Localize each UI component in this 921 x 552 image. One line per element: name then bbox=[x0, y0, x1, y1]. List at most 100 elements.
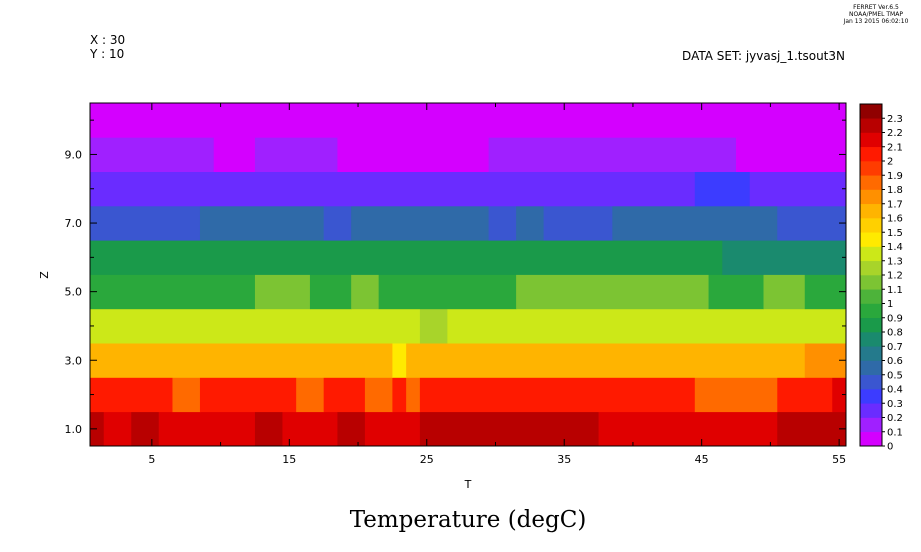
colorbar-label: 0.6 bbox=[887, 356, 903, 367]
y-tick-label: 5.0 bbox=[65, 286, 83, 299]
heatmap-cell bbox=[516, 274, 709, 310]
dataset-text: DATA SET: jyvasj_1.tsout3N bbox=[682, 49, 845, 63]
colorbar-band bbox=[860, 246, 882, 262]
heatmap-cell bbox=[90, 240, 723, 275]
heatmap-cell bbox=[419, 411, 599, 447]
y-tick-label: 3.0 bbox=[65, 354, 83, 367]
heatmap-cell bbox=[158, 411, 256, 447]
heatmap-cell bbox=[598, 411, 778, 447]
colorbar-label: 2.3 bbox=[887, 114, 903, 125]
plot-ticks: 5 15 25 35 45 55 1.0 3.0 5.0 7.0 9.0 bbox=[65, 103, 846, 466]
heatmap-cell bbox=[392, 343, 407, 378]
heatmap-cell bbox=[543, 205, 613, 241]
heatmap-cell bbox=[351, 205, 490, 241]
heatmap-cell bbox=[749, 171, 847, 207]
y-tick-label: 9.0 bbox=[65, 148, 83, 161]
colorbar-band bbox=[860, 260, 882, 276]
heatmap-cell bbox=[337, 411, 366, 447]
colorbar-band bbox=[860, 161, 882, 176]
colorbar-label: 1.3 bbox=[887, 256, 903, 267]
heatmap-cell bbox=[378, 274, 517, 310]
colorbar-band bbox=[860, 346, 882, 361]
x-tick-label: 25 bbox=[420, 453, 434, 466]
ferret-date-text: Jan 13 2015 06:02:10 bbox=[843, 18, 909, 25]
heatmap-cell bbox=[213, 137, 256, 172]
colorbar-band bbox=[860, 132, 882, 148]
heatmap-cell bbox=[90, 137, 215, 172]
colorbar-band bbox=[860, 417, 882, 433]
colorbar-label: 0.9 bbox=[887, 313, 903, 324]
heatmap-cell bbox=[736, 137, 847, 172]
colorbar-label: 2.1 bbox=[887, 142, 903, 153]
colorbar: 0 0.1 0.2 0.3 0.4 0.5 0.6 0.7 0.8 0.9 1 1.1 1.2 1.3 1.… bbox=[859, 103, 903, 453]
ferret-org-text: NOAA/PMEL TMAP bbox=[849, 11, 903, 18]
heatmap-cell bbox=[694, 171, 751, 207]
heatmap-cell bbox=[364, 411, 421, 447]
x-info-text: X : 30 bbox=[90, 33, 125, 47]
heatmap-cell bbox=[406, 377, 421, 413]
y-info-text: Y : 10 bbox=[89, 47, 124, 61]
heatmap-cell bbox=[254, 411, 283, 447]
x-tick-label: 35 bbox=[557, 453, 571, 466]
colorbar-label: 1.5 bbox=[887, 228, 903, 239]
colorbar-band bbox=[860, 303, 882, 319]
colorbar-label: 1.9 bbox=[887, 171, 903, 182]
colorbar-label: 0.3 bbox=[887, 399, 903, 410]
heatmap-cell bbox=[832, 377, 847, 413]
heatmap-cell bbox=[419, 377, 696, 413]
colorbar-label: 0.8 bbox=[887, 328, 903, 339]
colorbar-label: 2 bbox=[887, 157, 893, 168]
colorbar-label: 1.4 bbox=[887, 242, 903, 253]
colorbar-band bbox=[860, 104, 882, 119]
heatmap-cell bbox=[90, 377, 173, 413]
x-tick-label: 15 bbox=[282, 453, 296, 466]
heatmap-cell bbox=[90, 103, 847, 138]
heatmap-cell bbox=[488, 137, 737, 172]
y-axis-label: Z bbox=[38, 271, 51, 279]
x-tick-label: 55 bbox=[832, 453, 846, 466]
colorbar-label: 1.6 bbox=[887, 214, 903, 225]
colorbar-label: 1.1 bbox=[887, 285, 903, 296]
chart-title: Temperature (degC) bbox=[350, 507, 587, 533]
colorbar-label: 0.2 bbox=[887, 413, 903, 424]
heatmap-cell bbox=[296, 377, 325, 413]
heatmap-cell bbox=[131, 411, 160, 447]
colorbar-label: 1.2 bbox=[887, 271, 903, 282]
y-tick-label: 7.0 bbox=[65, 217, 83, 230]
heatmap-cell bbox=[90, 171, 696, 207]
heatmap-cells bbox=[90, 103, 847, 447]
colorbar-label: 0.1 bbox=[887, 427, 903, 438]
colorbar-band bbox=[860, 389, 882, 404]
colorbar-band bbox=[860, 431, 882, 447]
heatmap-cell bbox=[777, 205, 847, 241]
colorbar-band bbox=[860, 146, 882, 162]
x-tick-label: 5 bbox=[148, 453, 155, 466]
heatmap-cell bbox=[406, 343, 806, 378]
colorbar-label: 1 bbox=[887, 299, 893, 310]
colorbar-label: 1.8 bbox=[887, 185, 903, 196]
x-tick-label: 45 bbox=[695, 453, 709, 466]
colorbar-label: 0 bbox=[887, 442, 893, 453]
heatmap-cell bbox=[199, 377, 297, 413]
heatmap-cell bbox=[351, 274, 380, 310]
colorbar-band bbox=[860, 189, 882, 205]
colorbar-band bbox=[860, 289, 882, 304]
colorbar-band bbox=[860, 317, 882, 333]
heatmap-cell bbox=[694, 377, 778, 413]
colorbar-label: 1.7 bbox=[887, 199, 903, 210]
heatmap-cell bbox=[90, 205, 201, 241]
heatmap-cell bbox=[364, 377, 393, 413]
colorbar-label: 0.7 bbox=[887, 342, 903, 353]
colorbar-band bbox=[860, 118, 882, 133]
heatmap-cell bbox=[90, 343, 393, 378]
colorbar-band bbox=[860, 360, 882, 376]
heatmap-cell bbox=[323, 377, 366, 413]
heatmap-cell bbox=[282, 411, 338, 447]
heatmap-cell bbox=[254, 274, 311, 310]
heatmap-cell bbox=[516, 205, 544, 241]
heatmap-cell bbox=[777, 377, 833, 413]
colorbar-band bbox=[860, 374, 882, 390]
heatmap-cell bbox=[309, 274, 352, 310]
heatmap-cell bbox=[708, 274, 764, 310]
